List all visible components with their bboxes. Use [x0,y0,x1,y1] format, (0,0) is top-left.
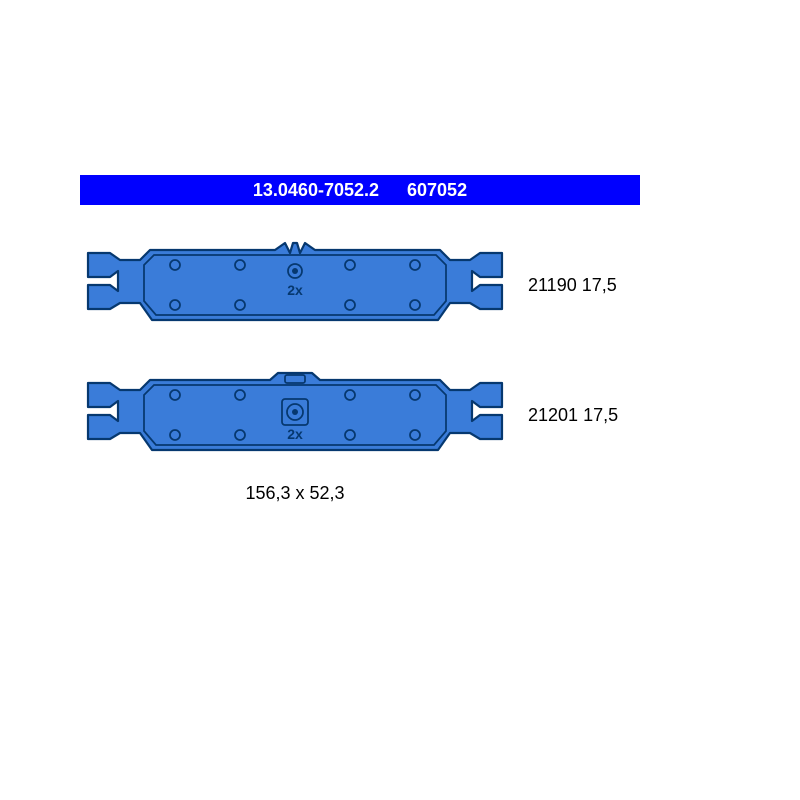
pad-bottom-label: 21201 17,5 [528,405,618,426]
pad-bottom-thickness: 17,5 [583,405,618,425]
pad-row-bottom: 2x 21201 17,5 [80,355,720,475]
pad-row-top: 2x 21190 17,5 [80,225,720,345]
pad-bottom-qty: 2x [287,426,303,442]
pad-top-qty: 2x [287,282,303,298]
pad-top-label: 21190 17,5 [528,275,617,296]
part-number-primary: 13.0460-7052.2 [253,180,379,201]
pad-top-thickness: 17,5 [582,275,617,295]
brake-pad-bottom: 2x [80,355,510,475]
brake-pad-top: 2x [80,225,510,345]
pad-top-code: 21190 [528,275,577,295]
part-number-secondary: 607052 [407,180,467,201]
pad-bottom-code: 21201 [528,405,578,425]
header-bar: 13.0460-7052.2 607052 [80,175,640,205]
dimensions-label: 156,3 x 52,3 [80,483,510,504]
diagram-canvas: 13.0460-7052.2 607052 [80,175,720,625]
